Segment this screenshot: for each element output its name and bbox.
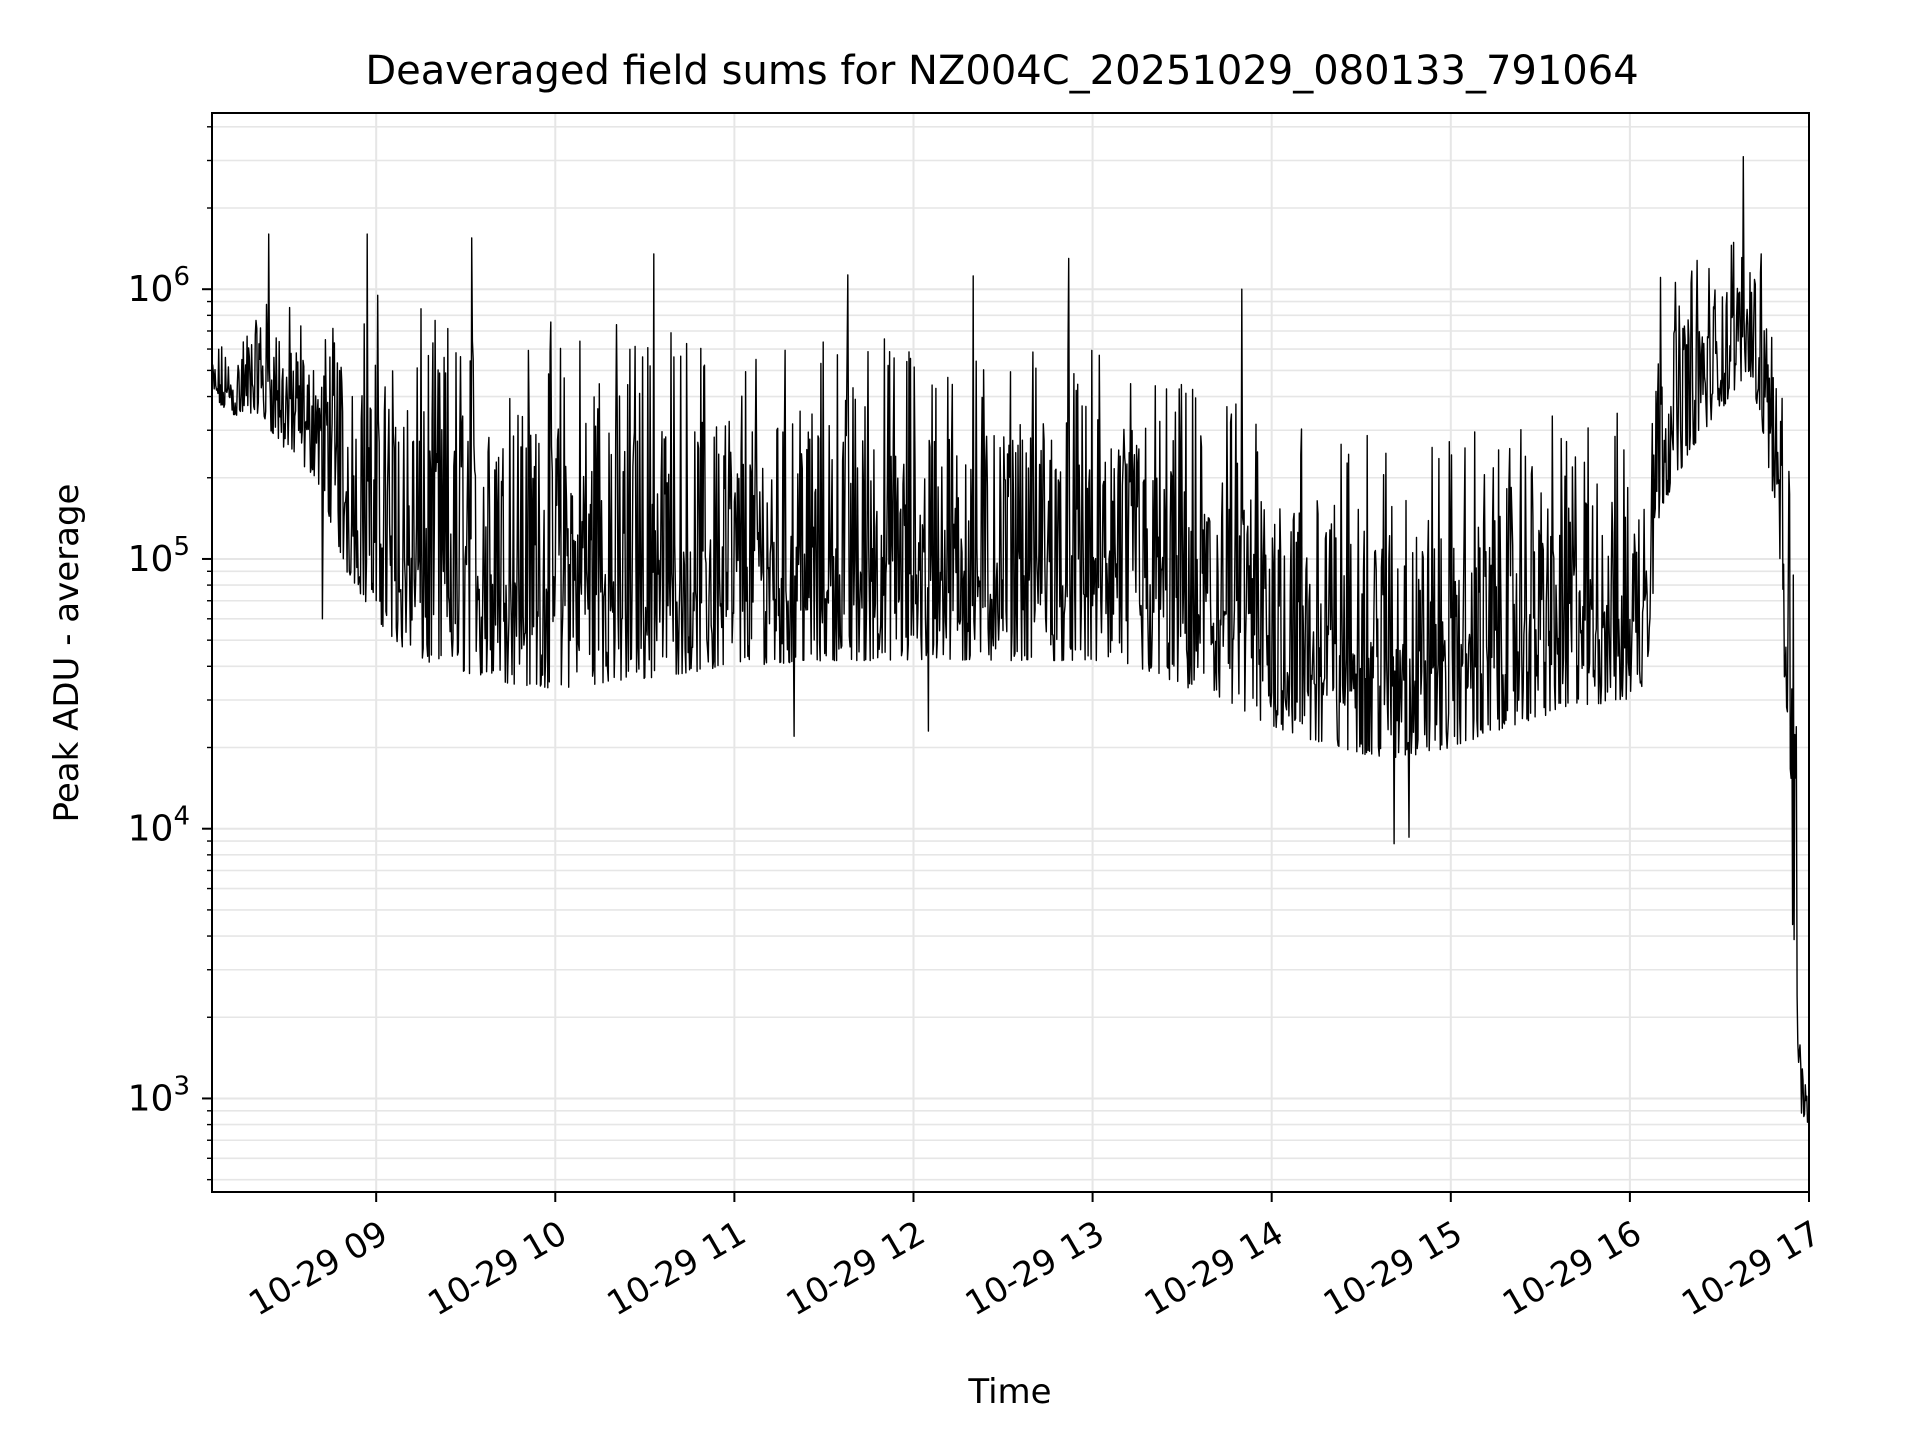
x-axis-label: Time: [967, 1372, 1051, 1412]
y-axis: 103 104 105 106: [128, 126, 212, 1181]
y-axis-label: Peak ADU - average: [47, 484, 87, 823]
y-tick-label: 106: [128, 262, 190, 310]
chart-title: Deaveraged field sums for NZ004C_2025102…: [365, 48, 1638, 94]
y-tick-label: 103: [128, 1071, 190, 1119]
plot-frame: [211, 112, 1810, 1193]
series-line: [211, 156, 1810, 1123]
y-tick-label: 104: [128, 802, 190, 850]
y-tick-label: 105: [128, 532, 190, 580]
